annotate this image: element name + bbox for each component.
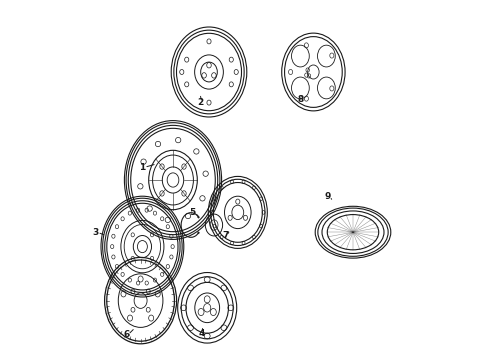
Text: 3: 3 bbox=[93, 228, 98, 237]
Text: 8: 8 bbox=[298, 94, 304, 104]
Text: 2: 2 bbox=[197, 98, 203, 107]
Text: 6: 6 bbox=[123, 330, 129, 339]
Text: 5: 5 bbox=[190, 208, 196, 217]
Text: 7: 7 bbox=[222, 231, 228, 240]
Text: 4: 4 bbox=[198, 328, 205, 338]
Text: 1: 1 bbox=[139, 163, 146, 172]
Text: 9: 9 bbox=[324, 192, 331, 201]
